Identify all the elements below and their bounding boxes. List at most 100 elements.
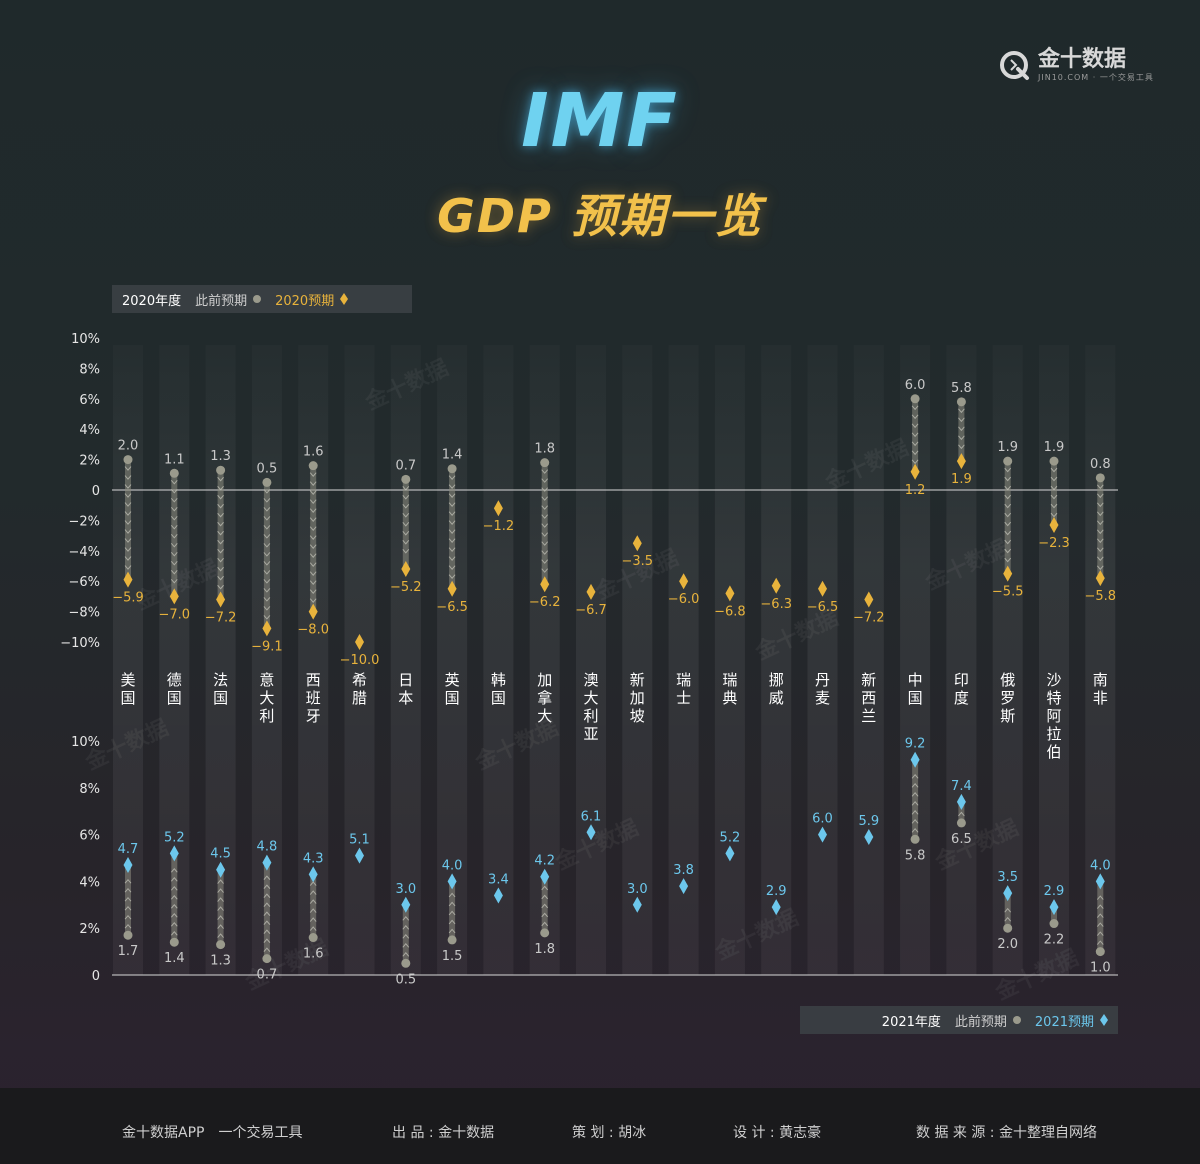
range-chevron [263, 507, 271, 512]
range-chevron [911, 405, 919, 411]
y-tick-label-2021: 10% [71, 735, 100, 750]
range-chevron [911, 819, 919, 824]
cur-diamond-2021 [216, 861, 226, 878]
cur-diamond-2020 [1003, 565, 1013, 582]
cur-value-label: 1.9 [951, 472, 972, 487]
range-chevron [541, 478, 549, 483]
range-chevron [1096, 529, 1104, 535]
range-chevron [911, 783, 919, 788]
range-chevron [124, 896, 132, 902]
cur-diamond-2020 [725, 585, 735, 602]
cur-diamond-2020 [1095, 570, 1105, 587]
range-chevron [263, 597, 271, 602]
country-label-char: 法 [213, 671, 228, 689]
range-chevron [263, 552, 271, 557]
range-chevron [263, 606, 271, 611]
cur-value-label: −6.3 [760, 597, 792, 612]
cur-diamond-2020 [262, 620, 272, 637]
country-column [992, 345, 1023, 975]
cur-value-label: −9.1 [251, 639, 283, 654]
range-chevron [541, 559, 549, 564]
range-chevron [263, 884, 271, 889]
cur-value-label: 2.9 [766, 884, 787, 899]
cur-diamond-2020 [864, 591, 874, 608]
prev-value-label: 0.7 [395, 458, 416, 473]
cur-value-label: −5.2 [390, 580, 422, 595]
range-chevron [309, 908, 317, 913]
range-chevron [448, 484, 456, 489]
range-chevron [217, 933, 224, 938]
range-chevron [911, 792, 919, 797]
legend-2020: 2020年度 此前预期 2020预期 [112, 285, 412, 313]
cur-diamond-2021 [355, 847, 364, 864]
cur-diamond-2021 [493, 887, 503, 904]
cur-diamond-2021 [169, 845, 179, 862]
country-column [714, 345, 745, 975]
cur-diamond-2020 [401, 561, 411, 578]
country-column [668, 345, 699, 975]
range-chevron [217, 566, 224, 572]
range-chevron [124, 556, 132, 561]
range-chevron [958, 444, 965, 450]
cur-diamond-2020 [447, 580, 457, 597]
country-label: 韩国 [491, 671, 506, 707]
country-label-char: 大 [537, 707, 552, 725]
range-chevron [217, 879, 224, 884]
prev-dot-2020 [447, 464, 457, 474]
range-chevron [541, 532, 549, 537]
country-label-char: 罗 [1000, 689, 1015, 707]
country-label-char: 英 [445, 671, 460, 689]
range-chevron [263, 929, 271, 934]
y-tick-label-2021: 8% [79, 782, 100, 797]
range-chevron [217, 897, 224, 902]
country-label-char: 斯 [1000, 707, 1015, 725]
country-label-char: 国 [167, 689, 182, 707]
country-column [344, 345, 375, 975]
country-label-char: 威 [769, 689, 784, 707]
range-chevron [1096, 520, 1104, 526]
range-chevron [1096, 502, 1104, 508]
country-label: 瑞士 [676, 671, 691, 707]
range-chevron [170, 921, 178, 927]
cur-value-label: 4.5 [210, 847, 231, 862]
range-chevron [448, 520, 456, 525]
footer: 金十数据APP 一个交易工具 出 品 : 金十数据 策 划 : 胡冰 设 计 :… [0, 1088, 1200, 1164]
country-label: 希腊 [352, 671, 367, 707]
cur-diamond-2021 [1049, 899, 1059, 916]
prev-value-label: 0.5 [257, 461, 278, 476]
range-chevron [1050, 503, 1058, 509]
range-chevron [217, 906, 224, 911]
range-chevron [402, 513, 410, 518]
legend-2021-cur-label: 2021预期 [1034, 1014, 1094, 1030]
range-chevron [1096, 895, 1104, 900]
cur-value-label: −2.3 [1038, 536, 1070, 551]
range-chevron [402, 934, 410, 939]
prev-dot-2020 [1095, 473, 1105, 483]
range-chevron [911, 828, 919, 833]
range-chevron [170, 479, 178, 485]
prev-value-label: 1.3 [210, 954, 231, 969]
legend-2021-prev-label: 此前预期 [954, 1014, 1007, 1030]
range-chevron [217, 924, 224, 929]
cur-diamond-2020 [355, 634, 364, 650]
range-chevron [309, 472, 317, 477]
country-label: 新加坡 [630, 671, 645, 725]
range-chevron [448, 565, 456, 570]
cur-diamond-2021 [540, 868, 550, 885]
range-chevron [124, 905, 132, 911]
range-chevron [124, 466, 132, 471]
cur-value-label: 3.0 [627, 882, 648, 897]
range-chevron [170, 551, 178, 557]
range-chevron [263, 588, 271, 593]
range-chevron [309, 926, 317, 931]
range-chevron [1096, 556, 1104, 562]
prev-value-label: 0.7 [257, 968, 278, 983]
prev-dot-2020 [401, 474, 411, 484]
range-chevron [124, 529, 132, 534]
range-chevron [217, 503, 224, 509]
cur-diamond-2021 [1003, 885, 1013, 902]
country-label-char: 新 [861, 671, 876, 689]
range-chevron [911, 423, 919, 429]
y-tick-label-2020: −2% [68, 514, 100, 529]
range-chevron [217, 494, 224, 500]
